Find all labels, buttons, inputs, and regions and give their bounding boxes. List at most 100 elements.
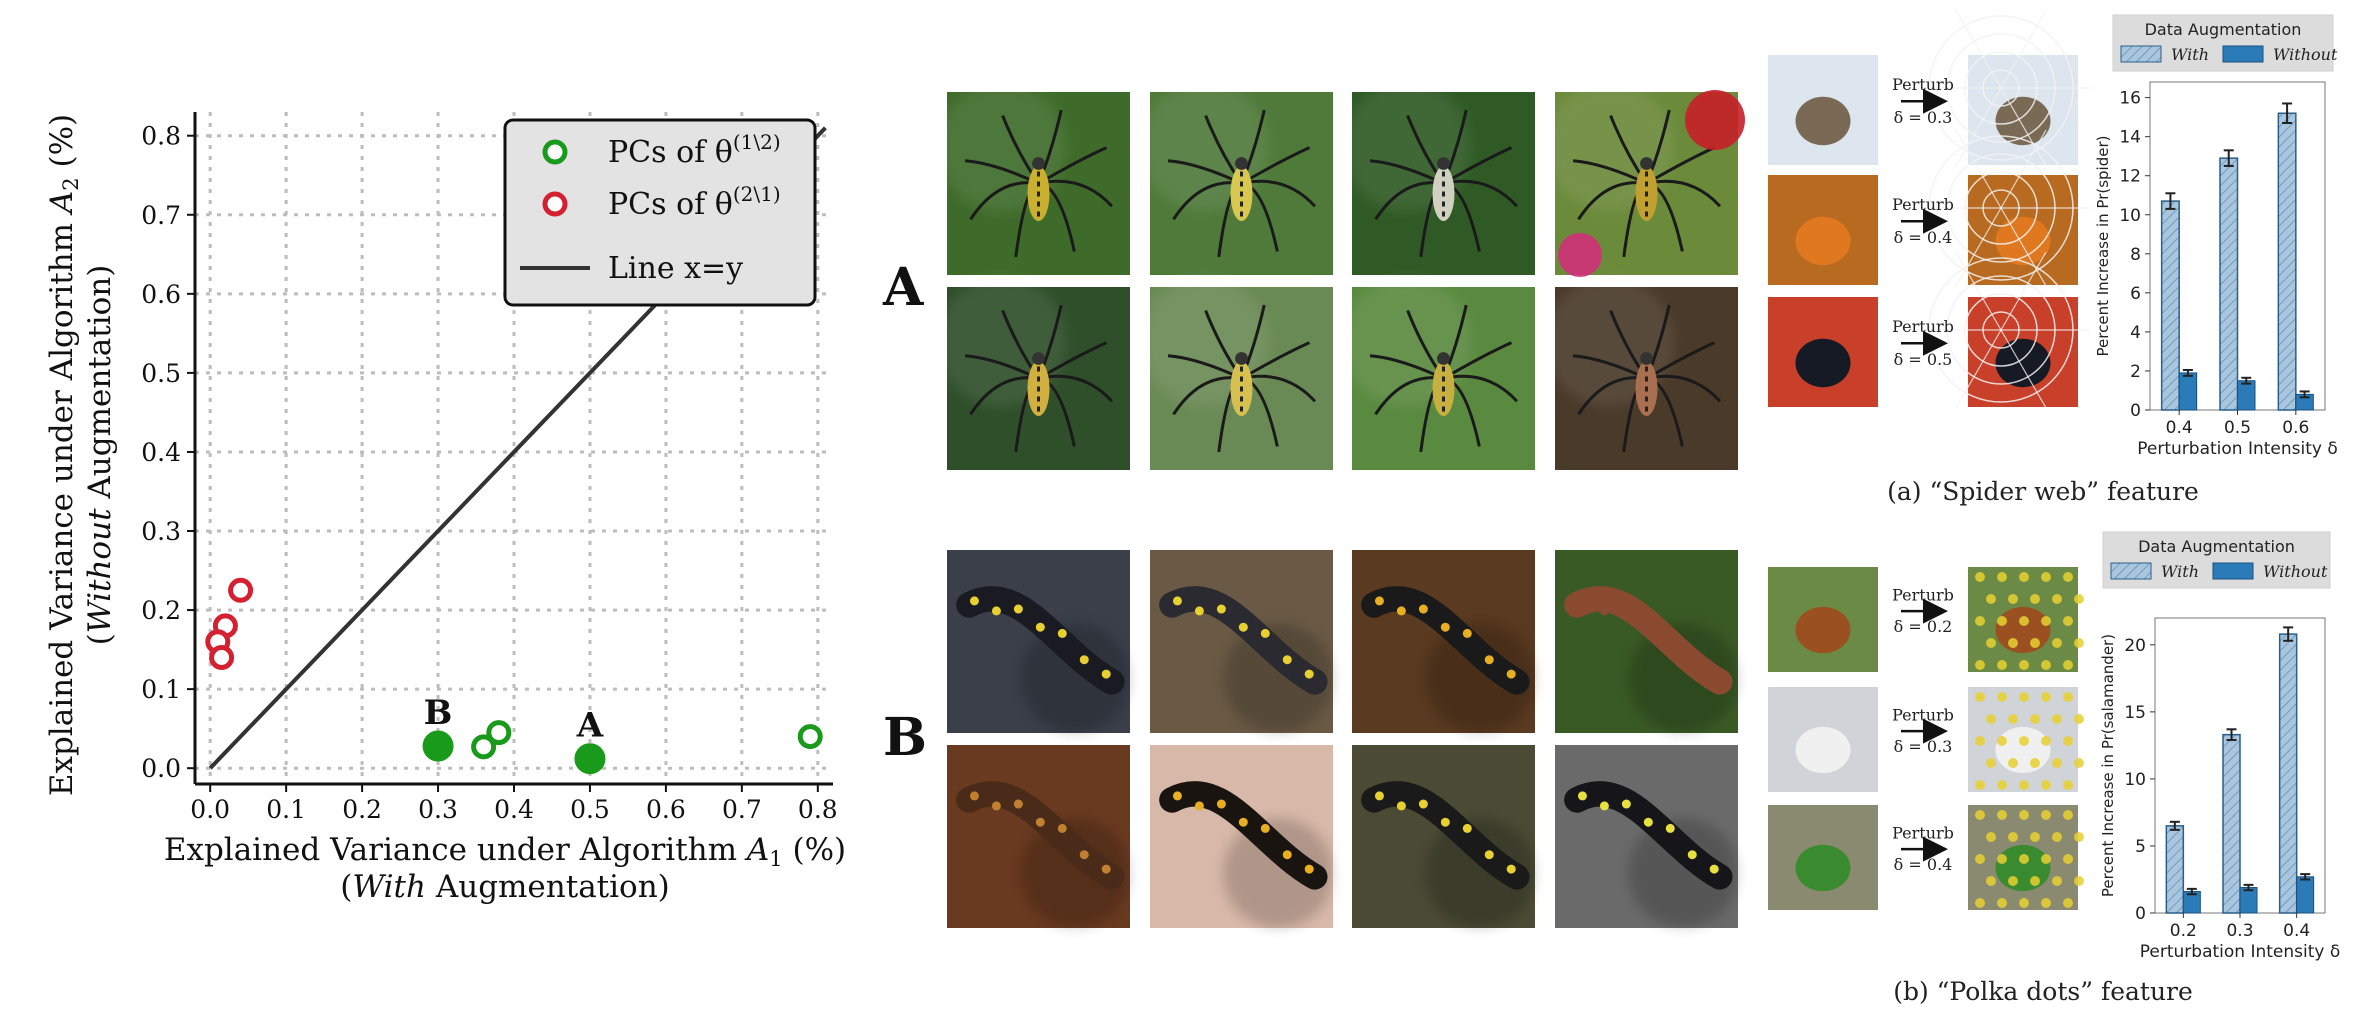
photo-shadow: [1628, 818, 1738, 928]
salamander-spot: [1101, 669, 1111, 679]
polka-dot: [2074, 714, 2084, 724]
polka-dot: [2030, 594, 2040, 604]
polka-dot: [2030, 832, 2040, 842]
salamander-spot: [1238, 817, 1248, 827]
polka-dot: [2041, 616, 2051, 626]
polka-dot: [1975, 692, 1985, 702]
y-tick-label: 0.3: [141, 517, 181, 546]
salamander-spot: [1396, 606, 1406, 616]
legend-title: Data Augmentation: [2145, 20, 2302, 39]
salamander-spot: [1396, 801, 1406, 811]
perturb-delta: δ = 0.4: [1894, 855, 1953, 874]
polka-dot: [2008, 714, 2018, 724]
y-tick-label: 14: [2119, 128, 2141, 148]
polka-dot: [1986, 876, 1996, 886]
x-tick-label: 0.2: [2170, 921, 2197, 941]
polka-dot: [2063, 572, 2073, 582]
polka-dot: [2052, 758, 2062, 768]
salamander-spot: [991, 606, 1001, 616]
original-subject: [1795, 844, 1851, 892]
spider-head: [1640, 157, 1653, 170]
polka-dot: [2074, 638, 2084, 648]
polka-dot: [2052, 876, 2062, 886]
legend-marker-red: [542, 191, 568, 217]
polka-dot: [1975, 736, 1985, 746]
polka-dot: [1997, 660, 2007, 670]
x-axis-label: Perturbation Intensity δ: [2140, 942, 2341, 962]
salamander-spot: [1440, 622, 1450, 632]
photo-shadow: [1425, 818, 1535, 928]
panel-label-b: B: [883, 707, 927, 768]
salamander-spot: [1216, 604, 1226, 614]
y-tick-label: 2: [2130, 362, 2141, 382]
photo-shadow: [1020, 818, 1130, 928]
polka-dot: [2063, 780, 2073, 790]
x-tick-label: 0.4: [2283, 921, 2310, 941]
bar-with: [2277, 112, 2297, 411]
polka-dot: [2041, 898, 2051, 908]
polka-dot: [2041, 692, 2051, 702]
perturb-label: Perturb: [1892, 317, 1954, 336]
green-point: [422, 730, 454, 762]
legend-label-with: With: [2161, 562, 2199, 581]
polka-dot: [2063, 898, 2073, 908]
y-tick-label: 0: [2130, 401, 2141, 421]
y-tick-label: 6: [2130, 284, 2141, 304]
x-tick-label: 0.4: [494, 795, 534, 824]
salamander-body: [1361, 781, 1530, 890]
y-tick-label: 8: [2130, 245, 2141, 265]
polka-dot: [2052, 638, 2062, 648]
red-point: [228, 577, 254, 603]
x-tick-label: 0.3: [418, 795, 458, 824]
polka-dot: [2030, 876, 2040, 886]
salamander-spot: [991, 801, 1001, 811]
salamander-spot: [1599, 606, 1609, 616]
polka-dot: [2041, 660, 2051, 670]
perturb-delta: δ = 0.5: [1894, 350, 1953, 369]
perturb-label: Perturb: [1892, 195, 1954, 214]
salamander-body: [1159, 586, 1328, 695]
polka-dot: [1975, 660, 1985, 670]
salamander-spot: [1194, 801, 1204, 811]
y-tick-label: 0.2: [141, 596, 181, 625]
salamander-spot: [1484, 655, 1494, 665]
bar-chart-spider: Data Augmentation With Without 0 2 4 6 8 10 12 14 1…: [2094, 14, 2338, 459]
legend-swatch-with: [2110, 562, 2152, 580]
polka-dot: [2008, 758, 2018, 768]
polka-dot: [2052, 832, 2062, 842]
scatter-points: [205, 577, 823, 775]
x-axis-label: Explained Variance under Algorithm A1 (%…: [164, 832, 846, 871]
spider-head: [1640, 352, 1653, 365]
polka-dot: [1986, 638, 1996, 648]
web-strand: [2000, 9, 2047, 89]
y-tick-label: 5: [2135, 837, 2146, 857]
original-subject: [1795, 216, 1851, 266]
salamander-spot: [1260, 628, 1270, 638]
salamander-spot: [1506, 864, 1516, 874]
salamander-spot: [1687, 655, 1697, 665]
perturbed-subject: [1995, 844, 2051, 892]
panel-label-a: A: [882, 257, 924, 318]
polka-dot: [2052, 714, 2062, 724]
salamander-spot: [1079, 850, 1089, 860]
salamander-spot: [1282, 850, 1292, 860]
polka-dot: [1997, 854, 2007, 864]
polka-dot: [1986, 594, 1996, 604]
polka-dot: [1997, 736, 2007, 746]
bar-with: [2222, 733, 2241, 914]
salamander-spot: [1687, 850, 1697, 860]
salamander-spot: [1440, 817, 1450, 827]
x-axis-label: Perturbation Intensity δ: [2137, 439, 2338, 459]
perturb-delta: δ = 0.2: [1894, 617, 1953, 636]
y-tick-label: 0.4: [141, 438, 181, 467]
y-tick-label: 4: [2130, 323, 2141, 343]
polka-dot: [1975, 616, 1985, 626]
salamander-spot: [1304, 669, 1314, 679]
y-tick-label: 10: [2124, 770, 2146, 790]
salamander-spot: [1304, 864, 1314, 874]
salamander-spot: [1079, 655, 1089, 665]
green-point: [471, 734, 497, 760]
salamander-spot: [1013, 604, 1023, 614]
polka-dot: [2008, 832, 2018, 842]
polka-dot: [2041, 854, 2051, 864]
